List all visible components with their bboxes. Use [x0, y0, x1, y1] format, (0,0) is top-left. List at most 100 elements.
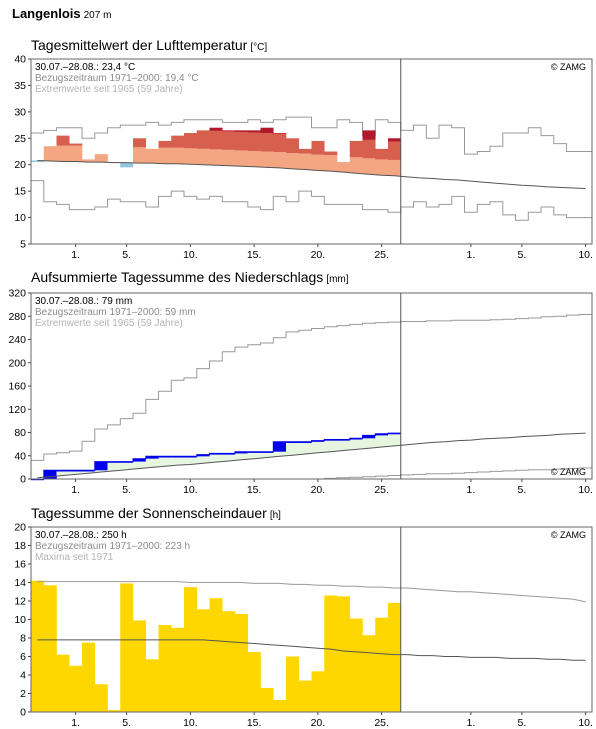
legend-line: 30.07.–28.08.: 250 h — [35, 530, 127, 541]
y-tick-label: 80 — [14, 427, 26, 439]
day-bar — [196, 130, 210, 149]
precip-step — [311, 440, 325, 442]
day-bar — [184, 133, 198, 149]
y-tick-label: 18 — [14, 540, 26, 552]
sunshine-bar — [56, 654, 70, 712]
y-tick-label: 14 — [14, 577, 26, 589]
plot-frame — [30, 292, 593, 480]
legend-line: Bezugszeitraum 1971–2000: 59 mm — [35, 307, 196, 318]
y-tick-label: 0 — [20, 707, 26, 719]
day-bar — [362, 130, 376, 140]
precip-step — [235, 451, 249, 454]
day-bar — [235, 150, 249, 167]
sunshine-bar — [337, 596, 351, 712]
sunshine-bar — [311, 671, 325, 712]
sunshine-bar — [375, 617, 389, 712]
temperature-chart-title: Tagesmittelwert der Lufttemperatur [°C] — [31, 37, 268, 53]
day-bar — [362, 139, 376, 159]
surplus-area — [247, 451, 261, 459]
y-tick-label: 20 — [14, 159, 26, 171]
day-bar — [273, 152, 287, 168]
sunshine-bar — [120, 583, 134, 712]
day-bar — [286, 153, 300, 169]
y-tick-label: 320 — [8, 288, 26, 300]
day-bar — [158, 140, 172, 148]
y-tick-label: 15 — [14, 186, 26, 198]
day-bar — [247, 130, 261, 133]
day-bar — [311, 140, 325, 155]
sunshine-bar — [94, 684, 108, 712]
precip-step — [31, 479, 45, 481]
day-bar — [260, 151, 274, 168]
y-tick-label: 20 — [14, 522, 26, 534]
day-bar — [273, 133, 287, 153]
day-bar — [298, 153, 312, 170]
surplus-area — [209, 453, 223, 463]
sunshine-bar — [324, 595, 338, 712]
station-header: Langenlois 207 m — [12, 6, 111, 21]
legend-line: Extremwerte seit 1965 (59 Jahre) — [35, 84, 183, 95]
legend-line: Extremwerte seit 1965 (59 Jahre) — [35, 318, 183, 329]
day-bar — [209, 130, 223, 150]
day-bar — [133, 147, 147, 164]
x-tick-label: 1. — [466, 717, 475, 729]
precip-step — [286, 441, 300, 443]
legend-line: Bezugszeitraum 1971–2000: 19,4 °C — [35, 73, 199, 84]
y-tick-label: 5 — [20, 239, 26, 251]
precip-step — [94, 461, 108, 471]
sunshine-chart-title: Tagessumme der Sonnenscheindauer [h] — [31, 505, 281, 521]
day-bar — [286, 138, 300, 154]
day-bar — [247, 132, 261, 151]
precip-step — [375, 433, 389, 436]
legend-line: Bezugszeitraum 1971–2000: 223 h — [35, 541, 190, 552]
surplus-area — [171, 456, 185, 466]
sunshine-bar — [273, 699, 287, 712]
x-tick-label: 5. — [122, 249, 131, 261]
day-bar — [94, 154, 108, 163]
sunshine-bar — [31, 580, 45, 712]
y-tick-label: 160 — [8, 381, 26, 393]
sunshine-bar — [286, 656, 300, 712]
day-bar — [120, 162, 134, 168]
sunshine-bar — [184, 587, 198, 712]
x-tick-label: 5. — [122, 484, 131, 496]
surplus-area — [298, 441, 312, 455]
sunshine-bar — [69, 665, 83, 712]
day-bar — [56, 135, 70, 146]
x-tick-label: 25. — [374, 249, 389, 261]
sunshine-bar — [209, 598, 223, 712]
precip-step — [337, 439, 351, 441]
y-tick-label: 10 — [14, 614, 26, 626]
max-extreme-line — [31, 314, 592, 461]
precip-step — [324, 439, 338, 441]
day-bar — [311, 154, 325, 171]
surplus-area — [337, 439, 351, 451]
x-tick-label: 1. — [466, 249, 475, 261]
x-tick-label: 25. — [374, 484, 389, 496]
precipitation-unit: [mm] — [326, 274, 349, 285]
surplus-area — [311, 440, 325, 453]
precip-step — [133, 458, 147, 462]
x-tick-label: 10. — [183, 717, 198, 729]
copyright: © ZAMG — [551, 467, 586, 477]
cumulative-line — [31, 432, 401, 480]
x-tick-label: 5. — [517, 249, 526, 261]
x-tick-label: 10. — [578, 484, 593, 496]
surplus-area — [120, 461, 134, 470]
sunshine-bar — [260, 687, 274, 712]
sunshine-unit: [h] — [269, 510, 281, 521]
surplus-area — [388, 433, 402, 446]
y-tick-label: 40 — [14, 54, 26, 66]
normal-line — [37, 160, 586, 189]
sunshine-bar — [133, 620, 147, 712]
surplus-area — [349, 438, 363, 450]
x-tick-label: 5. — [122, 717, 131, 729]
day-bar — [222, 130, 236, 132]
day-bar — [145, 148, 159, 164]
day-bar — [324, 155, 338, 172]
x-tick-label: 1. — [71, 484, 80, 496]
y-tick-label: 200 — [8, 357, 26, 369]
x-tick-label: 15. — [247, 484, 262, 496]
sunshine-bar — [235, 613, 249, 712]
